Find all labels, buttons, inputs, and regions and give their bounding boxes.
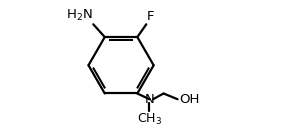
Text: N: N — [145, 93, 154, 106]
Text: CH$_3$: CH$_3$ — [137, 112, 162, 127]
Text: OH: OH — [179, 93, 199, 106]
Text: H$_2$N: H$_2$N — [66, 8, 93, 23]
Text: F: F — [147, 10, 155, 23]
